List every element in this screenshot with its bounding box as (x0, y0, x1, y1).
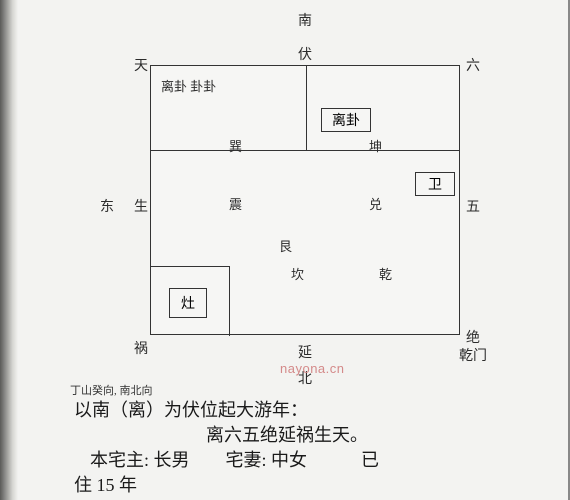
diagram: 南 北 东 伏 天 六 生 五 祸 延 绝 乾门 离卦 卦卦 离卦 巽 坤 震 … (60, 10, 520, 380)
label-gate: 乾门 (459, 345, 487, 365)
label-east: 东 (100, 196, 114, 216)
body-text: 以南（离）为伏位起大游年： 离六五绝延祸生天。 本宅主: 长男 宅妻: 中女 已… (66, 398, 556, 498)
label-wu: 五 (466, 196, 480, 216)
text-line-4: 住 15 年 (66, 473, 556, 497)
divider-top-vertical (306, 66, 307, 150)
divider-top (151, 150, 459, 151)
label-jue: 绝 (466, 327, 480, 347)
text-line-1: 以南（离）为伏位起大游年： (66, 398, 556, 422)
lbl-gen: 艮 (279, 236, 292, 255)
text-line-2: 离六五绝延祸生天。 (66, 423, 556, 447)
label-sheng: 生 (134, 196, 148, 216)
box-stove-text: 灶 (181, 293, 195, 313)
lbl-dui: 兑 (369, 194, 382, 213)
box-wei: 卫 (415, 172, 455, 196)
box-wei-text: 卫 (428, 174, 442, 194)
page-shade (0, 0, 18, 500)
text-line-3: 本宅主: 长男 宅妻: 中女 已 (66, 448, 556, 472)
lbl-kan: 坎 (291, 264, 304, 283)
stove-wall-right (229, 266, 230, 336)
lbl-liguagua: 离卦 卦卦 (161, 76, 216, 95)
label-south: 南 (298, 10, 312, 30)
label-tian: 天 (134, 55, 148, 75)
box-stove: 灶 (169, 288, 207, 318)
lbl-qian: 乾 (379, 264, 392, 283)
lbl-zhen: 震 (229, 194, 242, 213)
house-outline: 离卦 卦卦 离卦 巽 坤 震 兑 卫 艮 坎 乾 灶 (150, 65, 460, 335)
watermark: nayona.cn (280, 361, 345, 376)
box-ligua-text: 离卦 (332, 110, 360, 130)
box-ligua: 离卦 (321, 108, 371, 132)
label-yan: 延 (298, 342, 312, 362)
label-fu: 伏 (298, 44, 312, 64)
lbl-kun: 坤 (369, 136, 382, 155)
orientation-note: 丁山癸向, 南北向 (70, 382, 153, 398)
label-liu: 六 (466, 55, 480, 75)
label-huo: 祸 (134, 338, 148, 358)
lbl-xun: 巽 (229, 136, 242, 155)
stove-wall-top (151, 266, 229, 267)
